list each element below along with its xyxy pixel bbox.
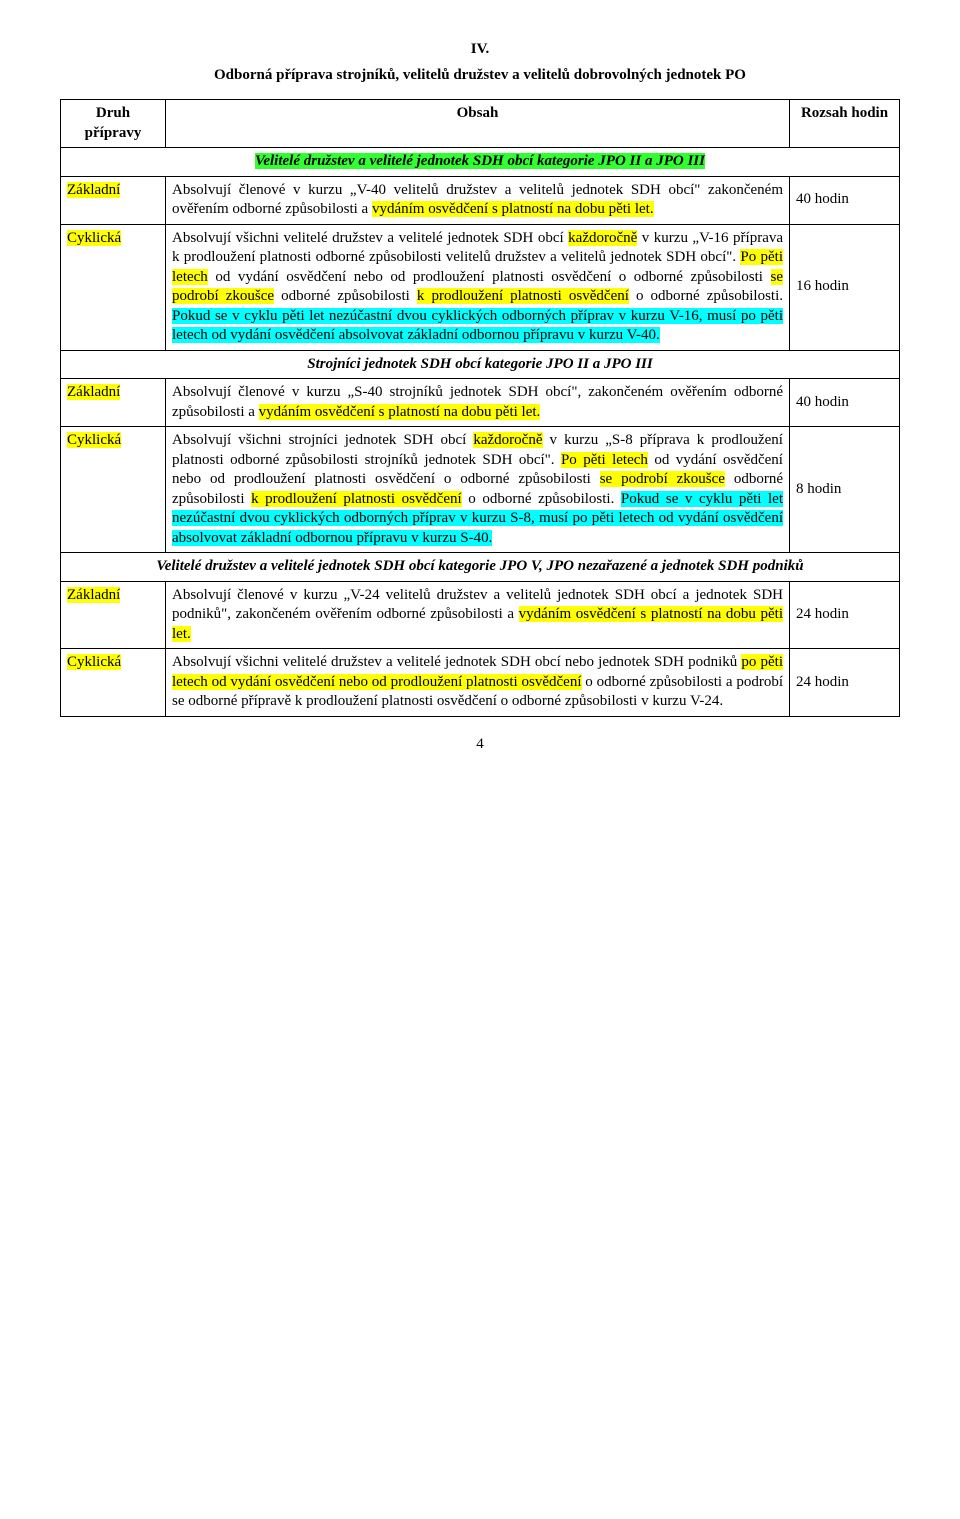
- type-label: Základní: [67, 182, 120, 198]
- hours-cell: 40 hodin: [790, 379, 900, 427]
- hours-cell: 24 hodin: [790, 649, 900, 717]
- content-cell: Absolvují členové v kurzu „V-24 velitelů…: [166, 581, 790, 649]
- content-cell: Absolvují všichni strojníci jednotek SDH…: [166, 427, 790, 553]
- hours-cell: 16 hodin: [790, 224, 900, 350]
- type-label: Základní: [67, 384, 120, 400]
- group-1-row-zakladni: Základní Absolvují členové v kurzu „V-40…: [61, 176, 900, 224]
- header-type: Druh přípravy: [61, 100, 166, 148]
- type-cell: Cyklická: [61, 649, 166, 717]
- text-highlight: se podrobí zkoušce: [600, 471, 725, 487]
- text-segment: o odborné způsobilosti.: [462, 491, 621, 507]
- type-cell: Cyklická: [61, 224, 166, 350]
- text-highlight-cyan: Pokud se v cyklu pěti let nezúčastní dvo…: [172, 308, 783, 344]
- content-cell: Absolvují členové v kurzu „V-40 velitelů…: [166, 176, 790, 224]
- group-2-title: Strojníci jednotek SDH obcí kategorie JP…: [61, 350, 900, 379]
- text-highlight: k prodloužení platnosti osvědčení: [251, 491, 462, 507]
- group-1-header: Velitelé družstev a velitelé jednotek SD…: [61, 148, 900, 177]
- page-title: Odborná příprava strojníků, velitelů dru…: [60, 66, 900, 86]
- text-highlight: dáním osvědčení s platností na dobu pěti…: [274, 404, 541, 420]
- content-cell: Absolvují všichni velitelé družstev a ve…: [166, 224, 790, 350]
- text-highlight: Po pěti letech: [561, 452, 648, 468]
- type-cell: Základní: [61, 581, 166, 649]
- hours-cell: 40 hodin: [790, 176, 900, 224]
- text-highlight: každoročně: [473, 432, 542, 448]
- group-2-header: Strojníci jednotek SDH obcí kategorie JP…: [61, 350, 900, 379]
- hours-cell: 8 hodin: [790, 427, 900, 553]
- text-segment: o odborné způsobilosti.: [629, 288, 783, 304]
- type-label: Cyklická: [67, 654, 121, 670]
- text-segment: odborné způsobilosti: [274, 288, 417, 304]
- hours-cell: 24 hodin: [790, 581, 900, 649]
- group-1-title: Velitelé družstev a velitelé jednotek SD…: [255, 153, 705, 169]
- text-highlight: k prodloužení platnosti osvědčení: [417, 288, 629, 304]
- type-cell: Základní: [61, 379, 166, 427]
- group-3-row-zakladni: Základní Absolvují členové v kurzu „V-24…: [61, 581, 900, 649]
- type-label: Základní: [67, 587, 120, 603]
- text-segment: Absolvují všichni velitelé družstev a ve…: [172, 230, 568, 246]
- group-3-row-cyklicka: Cyklická Absolvují všichni velitelé druž…: [61, 649, 900, 717]
- group-2-row-cyklicka: Cyklická Absolvují všichni strojníci jed…: [61, 427, 900, 553]
- text-segment: Absolvují všichni velitelé družstev a ve…: [172, 654, 741, 670]
- group-3-title: Velitelé družstev a velitelé jednotek SD…: [61, 553, 900, 582]
- text-highlight: každoročně: [568, 230, 637, 246]
- section-number: IV.: [60, 40, 900, 60]
- type-cell: Základní: [61, 176, 166, 224]
- table-header-row: Druh přípravy Obsah Rozsah hodin: [61, 100, 900, 148]
- group-2-row-zakladni: Základní Absolvují členové v kurzu „S-40…: [61, 379, 900, 427]
- text-segment: Absolvují všichni strojníci jednotek SDH…: [172, 432, 473, 448]
- type-label: Cyklická: [67, 432, 121, 448]
- type-cell: Cyklická: [61, 427, 166, 553]
- header-hours: Rozsah hodin: [790, 100, 900, 148]
- training-table: Druh přípravy Obsah Rozsah hodin Velitel…: [60, 99, 900, 717]
- content-cell: Absolvují všichni velitelé družstev a ve…: [166, 649, 790, 717]
- group-3-header: Velitelé družstev a velitelé jednotek SD…: [61, 553, 900, 582]
- type-label: Cyklická: [67, 230, 121, 246]
- page-number: 4: [60, 735, 900, 755]
- text-segment: od vydání osvědčení nebo od prodloužení …: [208, 269, 771, 285]
- text-highlight: vydáním osvědčení s platností na dobu pě…: [372, 201, 654, 217]
- content-cell: Absolvují členové v kurzu „S-40 strojník…: [166, 379, 790, 427]
- group-1-row-cyklicka: Cyklická Absolvují všichni velitelé druž…: [61, 224, 900, 350]
- header-content: Obsah: [166, 100, 790, 148]
- text-highlight: vy: [259, 404, 274, 420]
